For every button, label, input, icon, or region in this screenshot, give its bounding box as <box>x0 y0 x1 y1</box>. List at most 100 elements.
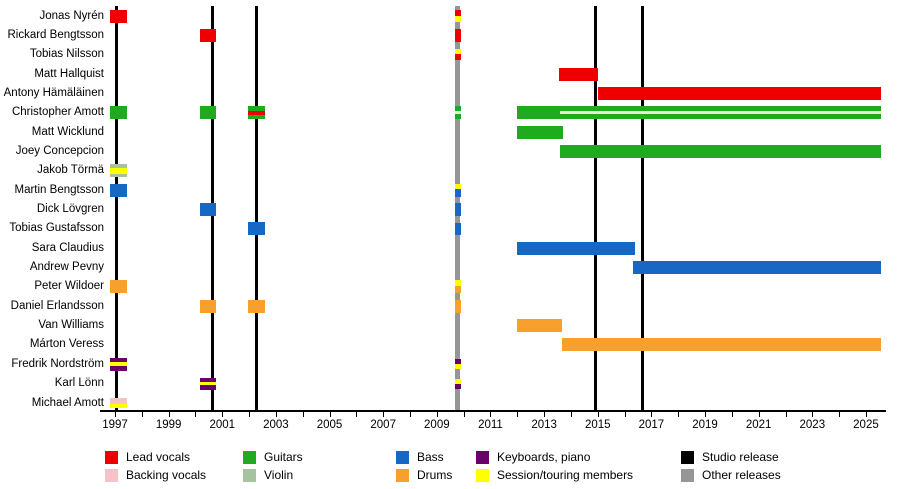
timeline-bar <box>200 299 216 313</box>
bar-role-segment <box>109 398 128 404</box>
bar-role-segment <box>200 381 216 386</box>
x-axis-tick <box>195 412 197 417</box>
x-axis-tick <box>839 412 841 417</box>
bar-role-segment <box>109 362 128 367</box>
bar-role-segment <box>200 385 216 390</box>
bar-role-segment <box>247 106 265 112</box>
studio-release-line <box>640 6 644 412</box>
member-label: Karl Lönn <box>54 377 104 390</box>
timeline-bar <box>200 28 216 42</box>
x-tick-label: 2001 <box>209 419 236 431</box>
timeline-bar <box>454 203 461 216</box>
member-label: Joey Concepcion <box>15 144 104 157</box>
x-axis-tick <box>115 412 116 417</box>
bar-role-segment <box>560 111 881 115</box>
member-label: Rickard Bengtsson <box>7 28 104 41</box>
member-label: Peter Wildoer <box>34 280 104 293</box>
bar-role-segment <box>597 86 881 100</box>
bar-role-segment <box>454 114 461 120</box>
timeline-bar <box>109 106 128 120</box>
bar-role-segment <box>454 359 461 365</box>
timeline-bar <box>454 299 461 313</box>
studio-release-line <box>255 6 259 412</box>
member-label: Tobias Nilsson <box>29 48 104 61</box>
timeline-bar <box>454 106 461 120</box>
legend-label: Session/touring members <box>497 468 634 482</box>
x-axis-line <box>100 410 886 412</box>
timeline-bar <box>560 106 881 120</box>
timeline-bar <box>200 203 216 216</box>
timeline-bar <box>517 106 561 120</box>
x-axis-tick <box>517 412 519 417</box>
bar-role-segment <box>454 189 461 197</box>
bar-role-segment <box>633 261 881 275</box>
timeline-bar <box>200 106 216 120</box>
legend-swatch-lead <box>105 451 118 464</box>
studio-release-line <box>115 6 119 412</box>
timeline-bar <box>517 319 562 333</box>
x-axis-tick <box>302 412 304 417</box>
legend-swatch-drums <box>396 469 409 482</box>
bar-role-segment <box>247 114 265 120</box>
legend-label: Lead vocals <box>126 450 191 464</box>
x-axis-tick <box>624 412 626 417</box>
timeline-bar <box>247 299 265 313</box>
bar-role-segment <box>109 9 128 23</box>
x-tick-label: 2005 <box>316 419 343 431</box>
x-axis-tick <box>785 412 787 417</box>
legend-label: Guitars <box>264 450 303 464</box>
legend-swatch-other <box>681 469 694 482</box>
x-tick-label: 2019 <box>692 419 718 431</box>
timeline-bar <box>109 357 128 371</box>
legend-swatch-back <box>105 469 118 482</box>
legend-swatch-session <box>476 469 489 482</box>
legend-swatch-keys <box>476 451 489 464</box>
timeline-bar <box>560 144 881 158</box>
x-axis-tick <box>705 412 707 417</box>
bar-role-segment <box>454 183 461 190</box>
member-label: Matt Hallquist <box>34 67 104 80</box>
bar-role-segment <box>109 106 128 120</box>
bar-role-segment <box>454 203 461 216</box>
x-axis-tick <box>168 412 170 417</box>
timeline-bar <box>454 378 461 389</box>
x-axis-tick <box>141 412 143 417</box>
bar-role-segment <box>560 106 881 112</box>
bar-role-segment <box>454 10 461 16</box>
bar-role-segment <box>247 111 265 115</box>
x-tick-label: 1999 <box>155 419 182 431</box>
x-tick-label: 2009 <box>424 419 450 431</box>
member-label: Dick Lövgren <box>36 203 104 215</box>
member-label: Martin Bengtsson <box>14 183 105 196</box>
member-label: Márton Veress <box>29 338 104 351</box>
x-axis-tick <box>731 412 733 417</box>
legend-label: Other releases <box>702 468 781 482</box>
x-axis-tick <box>329 412 331 417</box>
bar-role-segment <box>200 299 216 313</box>
timeline-bar <box>109 183 128 197</box>
x-tick-label: 2011 <box>478 419 503 431</box>
timeline-bar <box>454 222 461 235</box>
bar-role-segment <box>517 106 561 120</box>
bar-role-segment <box>559 67 598 81</box>
legend-label: Bass <box>417 450 444 464</box>
legend-label: Violin <box>264 468 294 482</box>
member-label: Michael Amott <box>31 396 104 409</box>
member-label: Antony Hämäläinen <box>3 86 104 99</box>
bar-role-segment <box>200 203 216 216</box>
x-tick-label: 2003 <box>263 419 289 431</box>
timeline-bar <box>454 280 461 294</box>
bar-role-segment <box>454 364 461 370</box>
bar-role-segment <box>454 285 461 294</box>
bar-role-segment <box>454 299 461 313</box>
x-axis-tick <box>222 412 224 417</box>
bar-role-segment <box>247 222 265 236</box>
bar-role-segment <box>109 167 128 174</box>
x-axis-tick <box>490 412 492 417</box>
member-label: Van Williams <box>38 319 104 332</box>
x-axis-tick <box>865 412 867 417</box>
legend-swatch-studio <box>681 451 694 464</box>
x-tick-label: 2013 <box>531 419 557 431</box>
timeline-bar <box>109 280 128 294</box>
